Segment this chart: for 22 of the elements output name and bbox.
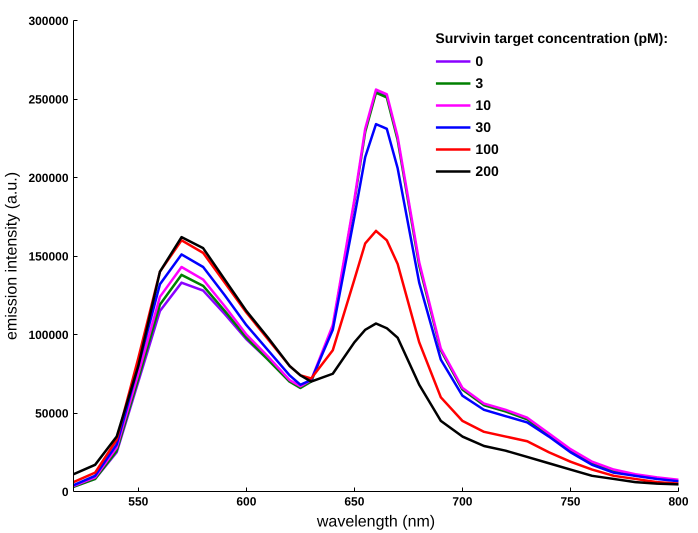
legend-label: 3 [475, 75, 484, 91]
x-tick-label: 650 [344, 494, 365, 508]
y-tick-label: 300000 [28, 14, 69, 28]
y-tick-label: 200000 [28, 171, 69, 185]
x-tick-label: 700 [452, 494, 473, 508]
x-tick-label: 600 [236, 494, 257, 508]
legend-label: 10 [475, 97, 492, 113]
legend-label: 200 [475, 163, 499, 179]
x-tick-label: 550 [128, 494, 149, 508]
x-tick-label: 800 [668, 494, 689, 508]
y-tick-label: 100000 [28, 328, 69, 342]
y-axis-title: emission intensity (a.u.) [3, 172, 20, 340]
legend-label: 30 [475, 119, 492, 135]
y-tick-label: 250000 [28, 92, 69, 106]
legend-label: 0 [475, 53, 484, 69]
legend-label: 100 [475, 141, 499, 157]
x-tick-label: 750 [560, 494, 581, 508]
y-tick-label: 50000 [35, 406, 69, 420]
y-tick-label: 150000 [28, 250, 69, 264]
legend-title: Survivin target concentration (pM): [435, 30, 668, 46]
x-axis-title: wavelength (nm) [316, 514, 436, 530]
y-tick-label: 0 [62, 485, 69, 499]
